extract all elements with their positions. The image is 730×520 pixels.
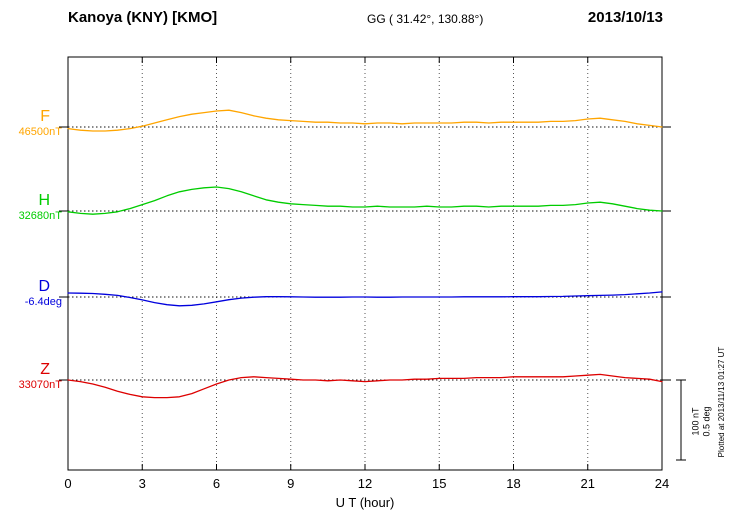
- series-baseline-value-f: 46500nT: [18, 126, 62, 138]
- scale-bar-nt-label: 100 nT: [690, 407, 701, 436]
- series-name-z: Z: [40, 361, 50, 378]
- series-name-d: D: [38, 278, 50, 295]
- x-tick-label: 18: [506, 476, 521, 491]
- series-label-d: D -6.4deg: [6, 277, 62, 309]
- series-label-z: Z 33070nT: [6, 360, 62, 392]
- geographic-coords: GG ( 31.42°, 130.88°): [367, 12, 484, 26]
- series-label-h: H 32680nT: [6, 191, 62, 223]
- trace-F: [67, 109, 663, 132]
- plot-border: [67, 56, 663, 471]
- x-tick-label: 6: [212, 476, 221, 491]
- series-baseline-value-d: -6.4deg: [24, 296, 62, 308]
- scale-bar-deg-label: 0.5 deg: [701, 406, 712, 437]
- series-baseline-value-z: 33070nT: [18, 379, 62, 391]
- x-tick-label: 21: [580, 476, 595, 491]
- x-axis-tick-labels: 0 3 6 9 12 15 18 21 24: [0, 476, 730, 492]
- x-tick-label: 12: [357, 476, 373, 491]
- x-tick-label: 15: [432, 476, 447, 491]
- x-axis-title: U T (hour): [335, 495, 395, 510]
- station-title: Kanoya (KNY) [KMO]: [68, 9, 218, 26]
- x-tick-label: 0: [64, 476, 72, 491]
- series-name-h: H: [38, 192, 50, 209]
- x-tick-label: 3: [138, 476, 146, 491]
- series-label-f: F 46500nT: [6, 107, 62, 139]
- x-tick-label: 24: [654, 476, 670, 491]
- series-name-f: F: [40, 108, 50, 125]
- trace-D: [67, 291, 663, 307]
- plotted-timestamp: Plotted at 2013/11/13 01:27 UT: [717, 346, 726, 458]
- series-baseline-value-h: 32680nT: [18, 210, 62, 222]
- x-tick-label: 9: [287, 476, 295, 491]
- trace-Z: [67, 373, 663, 399]
- trace-H: [67, 186, 663, 215]
- plot-date: 2013/10/13: [587, 9, 663, 26]
